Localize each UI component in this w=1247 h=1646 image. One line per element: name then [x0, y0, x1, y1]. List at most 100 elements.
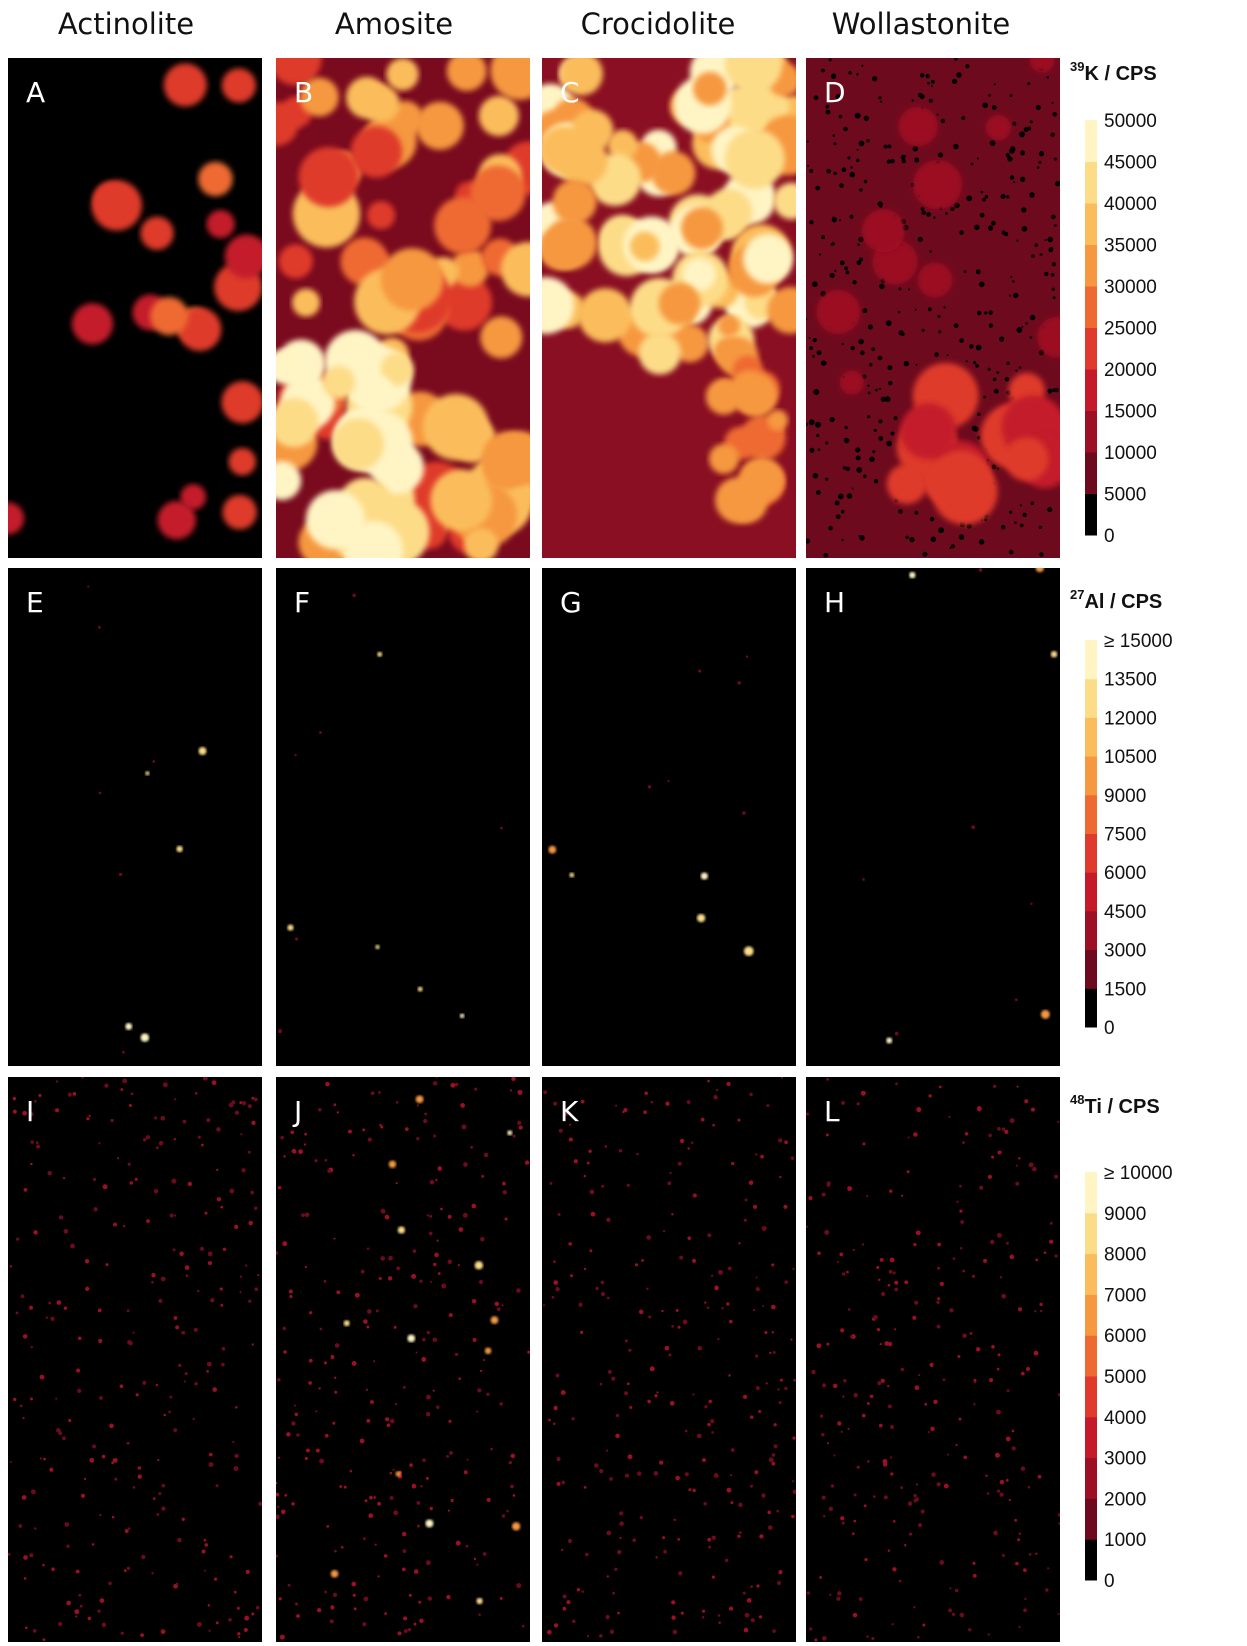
signal-spot: [479, 96, 519, 136]
signal-spot: [983, 396, 986, 399]
colorbar-segment: [1085, 795, 1097, 834]
signal-spot: [755, 1153, 757, 1155]
signal-spot: [99, 792, 102, 795]
signal-spot: [318, 1108, 321, 1111]
panel-label: E: [26, 586, 44, 619]
signal-spot: [221, 381, 263, 423]
signal-spot: [729, 1320, 733, 1324]
signal-spot: [977, 311, 982, 316]
signal-spot: [278, 1186, 281, 1189]
signal-spot: [418, 1601, 421, 1604]
signal-spot: [915, 309, 917, 311]
signal-spot: [869, 457, 875, 463]
signal-spot: [1021, 207, 1026, 212]
signal-spot: [1000, 1276, 1002, 1278]
signal-spot: [766, 1104, 769, 1107]
signal-spot: [971, 163, 974, 166]
signal-spot: [503, 1190, 507, 1194]
signal-spot: [876, 1266, 879, 1269]
signal-spot: [890, 1472, 893, 1475]
signal-spot: [1040, 253, 1043, 256]
signal-spot: [826, 169, 831, 174]
signal-spot: [109, 1424, 114, 1429]
map-panel: H: [806, 564, 1060, 1066]
signal-spot: [856, 455, 861, 460]
signal-spot: [959, 338, 964, 343]
signal-spot: [1016, 327, 1022, 333]
signal-spot: [739, 457, 785, 503]
signal-spot: [886, 441, 892, 447]
signal-spot: [936, 1301, 939, 1304]
signal-spot: [919, 94, 924, 99]
signal-spot: [623, 1108, 627, 1112]
signal-spot: [916, 1483, 918, 1485]
colorbar-tick-label: 5000: [1104, 1367, 1146, 1388]
signal-spot: [893, 1272, 896, 1275]
signal-spot: [930, 1427, 934, 1431]
signal-spot: [857, 1466, 860, 1469]
colorbar-segment: [1085, 1376, 1097, 1417]
signal-spot: [827, 1442, 829, 1444]
signal-spot: [977, 412, 981, 416]
signal-spot: [471, 1204, 476, 1209]
signal-spot: [156, 1384, 158, 1386]
signal-spot: [119, 873, 122, 876]
signal-spot: [650, 1366, 655, 1371]
signal-spot: [943, 306, 945, 308]
signal-spot: [128, 1163, 131, 1166]
signal-spot: [852, 488, 854, 490]
signal-spot: [1006, 195, 1009, 198]
signal-spot: [887, 1385, 889, 1387]
signal-spot: [334, 1103, 337, 1106]
signal-spot: [619, 1521, 624, 1526]
signal-spot: [988, 1633, 990, 1635]
signal-spot: [718, 1614, 721, 1617]
signal-spot: [993, 1531, 998, 1536]
signal-spot: [977, 157, 979, 159]
column-header: Amosite: [335, 7, 453, 41]
signal-spot: [857, 1102, 860, 1105]
signal-spot: [42, 1638, 45, 1641]
map-panel: I: [7, 1076, 262, 1642]
colorbar-segment: [1085, 286, 1097, 328]
signal-spot: [884, 145, 888, 149]
signal-spot: [64, 1306, 67, 1309]
signal-spot: [182, 1518, 185, 1521]
map-background: [276, 568, 530, 1066]
signal-spot: [204, 1570, 206, 1572]
signal-spot: [934, 352, 939, 357]
signal-spot: [467, 1459, 469, 1461]
signal-spot: [1016, 1165, 1018, 1167]
signal-spot: [92, 1543, 95, 1546]
signal-spot: [589, 1249, 592, 1252]
signal-spot: [913, 160, 962, 209]
signal-spot: [403, 1549, 407, 1553]
signal-spot: [569, 1137, 573, 1141]
signal-spot: [252, 1343, 254, 1345]
signal-spot: [430, 1281, 432, 1283]
signal-spot: [764, 1331, 767, 1334]
signal-spot: [840, 1516, 844, 1520]
signal-spot: [335, 1343, 340, 1348]
signal-spot: [84, 1478, 86, 1480]
signal-spot: [881, 1379, 885, 1383]
signal-spot: [448, 1420, 451, 1423]
signal-spot: [548, 846, 556, 854]
signal-spot: [292, 1149, 297, 1154]
signal-spot: [807, 165, 809, 167]
signal-spot: [988, 1134, 992, 1138]
signal-spot: [296, 1433, 299, 1436]
signal-spot: [771, 1305, 776, 1310]
signal-spot: [671, 1213, 673, 1215]
signal-spot: [878, 1279, 880, 1281]
signal-spot: [779, 1401, 782, 1404]
signal-spot: [235, 1406, 237, 1408]
signal-spot: [873, 1495, 876, 1498]
signal-spot: [455, 1083, 459, 1087]
signal-spot: [572, 1620, 576, 1624]
signal-spot: [667, 1181, 671, 1185]
signal-spot: [920, 73, 925, 78]
signal-spot: [940, 1282, 944, 1286]
signal-spot: [809, 419, 815, 425]
signal-spot: [1047, 389, 1052, 394]
